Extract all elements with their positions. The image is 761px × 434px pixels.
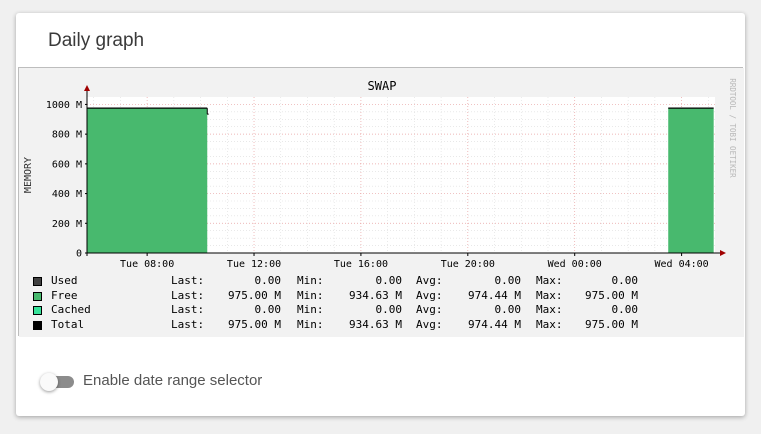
legend-swatch [33,277,42,286]
legend-avg-label: Avg: [416,274,443,287]
legend-max-label: Max: [536,303,563,316]
rrdtool-watermark: RRDTOOL / TOBI OETIKER [728,78,737,178]
legend-min-value: 934.63 M [349,288,402,302]
y-tick-label-3: 600 M [52,159,82,170]
legend-name-value: Free [51,288,78,302]
chart-title: SWAP [368,79,397,93]
legend-swatch [33,291,42,301]
legend-min-label: Min: [297,288,324,302]
legend-last-value: 975.00 M [228,288,281,302]
y-axis-label: MEMORY [23,157,34,193]
legend-name-value: Used [51,274,78,287]
legend-row-total: Total Last: 975.00 M Min: 934.63 M Avg: 974.44… [33,318,713,333]
legend-last-label: Last: [171,317,205,331]
legend-max-label: Max: [536,317,563,331]
legend-max-value: 0.00 [611,303,639,316]
toggle-knob [40,373,58,391]
legend-max-value: 0.00 [611,274,639,287]
legend-max-label: Max: [536,274,563,287]
legend-row-used: Used Last: 0.00 Min: 0.00 Avg: 0.00 Max: 0.00 [33,274,713,289]
legend-swatch [33,306,42,315]
y-tick-label-1: 200 M [52,219,82,230]
legend-avg-value: 0.00 [494,274,522,287]
legend-min-value: 0.00 [375,274,403,287]
legend-min-label: Min: [297,303,324,316]
swap-chart: 0 200 M 400 M 600 M 800 M 1000 M Tue 08:00 Tue … [19,68,744,337]
legend-last-label: Last: [171,274,205,287]
legend-avg-value: 0.00 [494,303,522,316]
legend-max-value: 975.00 M [585,317,638,331]
x-tick-label-5: Wed 04:00 [655,259,709,270]
legend-min-value: 0.00 [375,303,403,316]
x-tick-label-4: Wed 00:00 [548,259,602,270]
date-range-toggle[interactable] [40,373,76,391]
legend-last-value: 975.00 M [228,317,281,331]
legend-min-label: Min: [297,274,324,287]
x-tick-label-1: Tue 12:00 [227,259,281,270]
legend-max-value: 975.00 M [585,288,638,302]
legend-name-value: Cached [51,303,91,316]
chart-legend: Used Last: 0.00 Min: 0.00 Avg: 0.00 Max: 0.00 Fre… [33,274,713,332]
y-tick-label-4: 800 M [52,130,82,141]
y-tick-label-0: 0 [76,249,82,260]
daily-graph-card: Daily graph 0 200 M 400 M 600 M 800 M 1000 M T… [16,13,745,416]
legend-last-value: 0.00 [254,303,282,316]
card-footer: Enable date range selector [16,336,745,416]
rrd-graph: 0 200 M 400 M 600 M 800 M 1000 M Tue 08:00 Tue … [18,67,744,337]
legend-avg-value: 974.44 M [468,317,521,331]
free-area-0 [87,108,208,253]
legend-last-label: Last: [171,288,205,302]
x-tick-label-0: Tue 08:00 [120,259,174,270]
y-tick-label-5: 1000 M [46,100,82,111]
legend-max-label: Max: [536,288,563,302]
legend-avg-label: Avg: [416,303,443,316]
legend-avg-label: Avg: [416,288,443,302]
legend-last-value: 0.00 [254,274,282,287]
legend-min-label: Min: [297,317,324,331]
free-area-1 [668,108,714,253]
legend-row-cached: Cached Last: 0.00 Min: 0.00 Avg: 0.00 Max: 0.00 [33,303,713,318]
legend-row-free: Free Last: 975.00 M Min: 934.63 M Avg: 974.44 … [33,289,713,304]
legend-swatch [33,320,42,330]
legend-name-value: Total [51,317,85,331]
legend-min-value: 934.63 M [349,317,402,331]
card-title: Daily graph [48,30,145,51]
x-tick-label-2: Tue 16:00 [334,259,388,270]
legend-avg-value: 974.44 M [468,288,521,302]
legend-last-label: Last: [171,303,205,316]
y-tick-label-2: 400 M [52,189,82,200]
legend-avg-label: Avg: [416,317,443,331]
x-tick-label-3: Tue 20:00 [441,259,495,270]
date-range-toggle-label: Enable date range selector [83,372,263,389]
